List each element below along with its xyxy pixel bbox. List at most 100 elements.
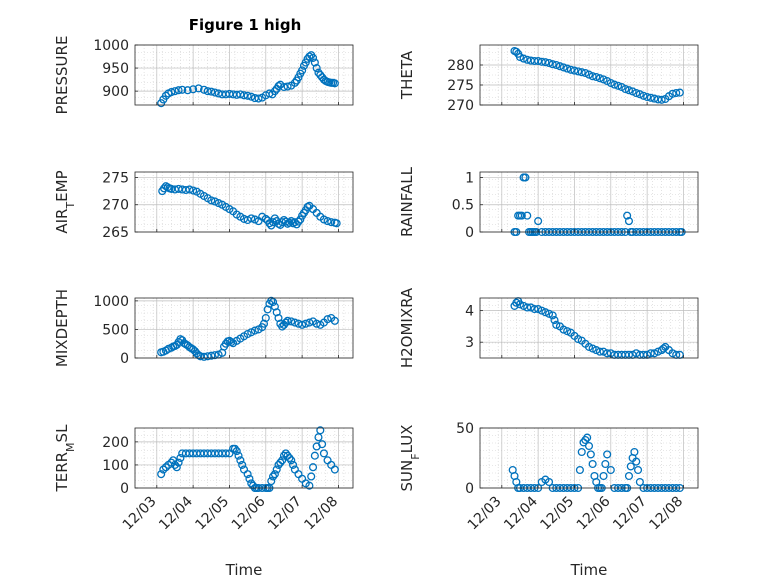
data-point: [635, 90, 644, 99]
data-point: [269, 218, 278, 227]
data-point: [210, 88, 219, 97]
data-point: [270, 470, 279, 479]
data-point: [586, 450, 595, 459]
x-tick-label: 12/05: [537, 494, 577, 534]
data-point: [323, 217, 332, 226]
x-tick-label: 12/05: [192, 494, 232, 534]
data-point: [159, 465, 168, 474]
data-point: [632, 349, 641, 358]
y-tick-label: 100: [102, 458, 129, 474]
data-point: [657, 95, 666, 104]
data-point: [606, 465, 615, 475]
data-point: [290, 78, 299, 87]
data-point: [526, 303, 535, 312]
y-tick-label: 270: [447, 98, 474, 114]
data-point: [575, 465, 584, 475]
y-tick-label: 500: [102, 322, 129, 338]
data-point: [632, 88, 641, 98]
data-point: [577, 447, 586, 457]
y-tick-label: 200: [102, 435, 129, 451]
x-axis-label: Time: [225, 561, 263, 579]
data-point: [601, 459, 610, 469]
data-point: [584, 342, 594, 351]
data-point: [285, 218, 294, 227]
data-point: [236, 90, 245, 99]
data-point: [588, 459, 597, 469]
data-point: [639, 91, 648, 100]
data-point: [267, 477, 276, 486]
data-point: [189, 186, 198, 195]
data-point: [563, 64, 572, 73]
data-point: [512, 47, 521, 56]
data-point: [624, 86, 634, 95]
data-point: [245, 474, 254, 483]
axes-box: [479, 297, 699, 359]
data-point: [327, 218, 336, 227]
y-tick-label: 1: [465, 170, 474, 186]
data-point: [646, 349, 655, 358]
data-point: [603, 349, 612, 358]
data-point: [272, 465, 281, 474]
data-point: [310, 58, 319, 67]
y-axis-label: AIRTEMP: [53, 170, 77, 233]
data-point: [308, 53, 318, 62]
axes-box: [134, 44, 354, 106]
data-point: [194, 84, 203, 93]
data-point: [243, 91, 252, 100]
y-axis-label: THETA: [398, 50, 416, 100]
data-point: [269, 472, 278, 481]
data-point: [305, 52, 314, 61]
data-point: [541, 58, 550, 67]
panel-theta: 270 275 280 THETA: [398, 44, 699, 114]
y-axis-label: RAINFALL: [398, 166, 416, 237]
data-point: [521, 173, 530, 182]
data-point: [523, 303, 532, 312]
data-point: [548, 60, 557, 69]
data-point: [278, 456, 287, 465]
data-point: [675, 88, 684, 97]
data-point: [267, 296, 276, 305]
data-point: [624, 471, 634, 481]
y-axis-label: TERRMSL: [53, 424, 77, 493]
data-point: [221, 449, 230, 458]
data-point: [283, 82, 292, 91]
data-point: [544, 477, 554, 487]
data-point: [519, 54, 528, 63]
data-point: [239, 91, 249, 100]
data-point: [570, 66, 579, 75]
data-point: [519, 301, 528, 310]
data-point: [559, 63, 568, 72]
data-point: [332, 219, 341, 228]
data-point: [316, 426, 325, 435]
data-point: [285, 453, 294, 463]
data-point: [210, 351, 219, 360]
axes-box: [134, 171, 354, 233]
x-tick-label: 12/03: [120, 494, 160, 534]
x-tick-label: 12/07: [265, 494, 305, 534]
y-tick-label: 0: [120, 481, 129, 497]
data-point: [236, 456, 245, 465]
y-tick-label: 0.5: [452, 198, 474, 214]
data-point: [323, 315, 332, 324]
data-point: [254, 94, 263, 103]
data-point: [583, 433, 592, 442]
data-point: [178, 85, 187, 94]
data-point: [581, 68, 590, 78]
data-point: [276, 458, 285, 467]
data-point: [599, 75, 608, 84]
data-point: [174, 458, 183, 467]
data-point: [512, 298, 521, 307]
data-point: [541, 308, 550, 317]
data-point: [319, 449, 328, 458]
y-tick-label: 0: [465, 481, 474, 497]
data-point: [234, 451, 243, 460]
y-tick-label: 50: [456, 421, 474, 437]
x-tick-label: 12/06: [574, 493, 614, 533]
data-point: [288, 460, 298, 469]
panel-pressure: 900 950 1000 PRESSURE: [53, 36, 354, 114]
figure-title: Figure 1 high: [189, 16, 302, 34]
data-point: [176, 453, 185, 463]
data-point: [635, 477, 644, 487]
data-point: [599, 471, 608, 481]
data-point: [265, 219, 274, 228]
